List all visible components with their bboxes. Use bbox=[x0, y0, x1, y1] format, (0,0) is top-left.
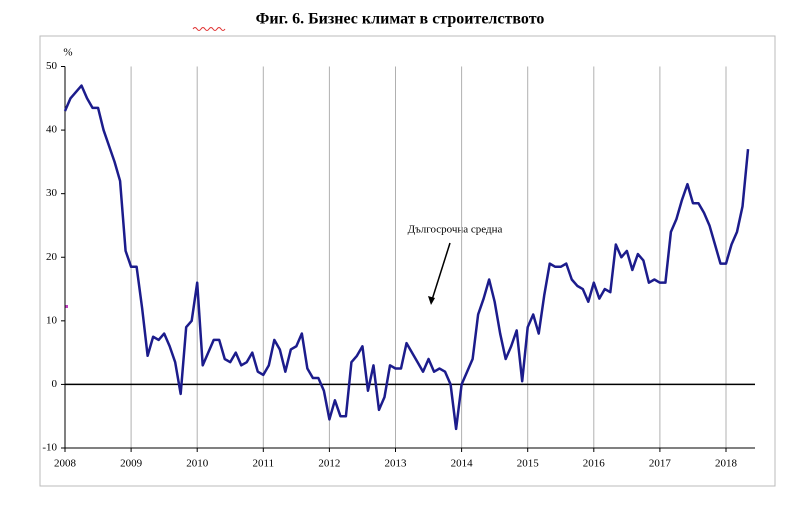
x-tick-label: 2018 bbox=[715, 458, 738, 470]
y-tick-label: -10 bbox=[42, 442, 57, 454]
y-tick-label: 20 bbox=[46, 251, 58, 263]
y-axis-label: % bbox=[63, 47, 72, 59]
y-tick-label: 50 bbox=[46, 60, 58, 72]
spellcheck-underline bbox=[192, 27, 226, 31]
arrow-head bbox=[428, 296, 435, 305]
x-tick-label: 2012 bbox=[318, 458, 340, 470]
x-tick-label: 2016 bbox=[583, 458, 606, 470]
y-tick-label: 40 bbox=[46, 124, 58, 136]
annotation-arrow bbox=[430, 242, 451, 304]
chart-frame bbox=[39, 35, 776, 487]
line-series bbox=[63, 84, 750, 431]
x-tick-label: 2017 bbox=[649, 458, 672, 470]
y-tick-label: 10 bbox=[46, 314, 58, 326]
x-tick-label: 2010 bbox=[186, 458, 209, 470]
y-tick-label: 30 bbox=[46, 187, 58, 199]
y-tick-label: 0 bbox=[52, 378, 58, 390]
annotation: Дългосрочна средна bbox=[408, 224, 503, 236]
x-tick-label: 2009 bbox=[120, 458, 143, 470]
x-tick-label: 2014 bbox=[451, 458, 474, 470]
x-tick-label: 2015 bbox=[517, 458, 540, 470]
x-tick-label: 2011 bbox=[253, 458, 275, 470]
chart-title: Фиг. 6. Бизнес климат в строителството bbox=[256, 11, 545, 28]
x-tick-label: 2013 bbox=[385, 458, 408, 470]
marker bbox=[65, 305, 68, 308]
x-tick-label: 2008 bbox=[54, 458, 77, 470]
